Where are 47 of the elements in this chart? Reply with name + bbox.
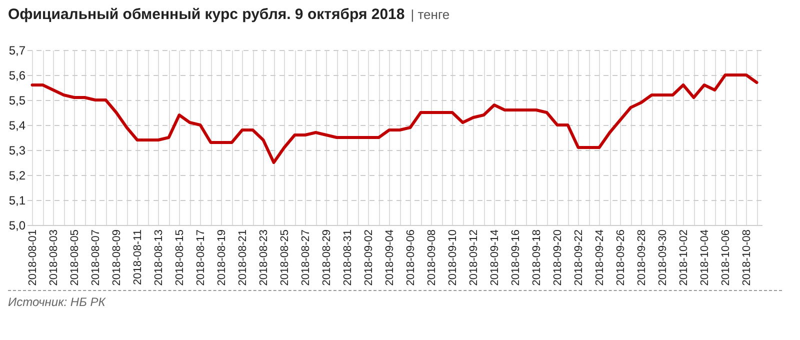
x-tick-label: 2018-09-08 [426,230,438,286]
line-series [30,74,758,164]
x-tick-label: 2018-09-04 [384,230,396,286]
x-tick-label: 2018-09-10 [446,230,459,286]
y-tick-label: 5,3 [8,144,26,158]
x-tick-label: 2018-09-06 [404,230,417,286]
x-tick-label: 2018-10-02 [678,230,690,286]
x-tick-label: 2018-08-15 [174,230,186,286]
x-tick-label: 2018-08-25 [278,230,291,286]
x-tick-label: 2018-08-01 [26,230,39,286]
x-tick-label: 2018-08-17 [194,230,207,286]
y-tick-label: 5,2 [8,168,26,182]
x-tick-label: 2018-08-05 [68,230,81,286]
y-tick-label: 5,4 [8,118,26,132]
y-tick-label: 5,5 [8,94,26,108]
x-tick-label: 2018-09-30 [656,230,669,286]
x-tick-label: 2018-09-14 [488,230,501,286]
x-tick-label: 2018-08-11 [132,230,144,285]
x-tick-label: 2018-08-07 [90,230,102,286]
chart-subtitle: | тенге [410,7,450,22]
x-tick-label: 2018-09-26 [614,230,627,286]
x-tick-label: 2018-08-21 [236,230,249,286]
x-tick-label: 2018-08-09 [110,230,123,286]
x-tick-label: 2018-09-16 [510,230,522,286]
x-tick-label: 2018-10-08 [740,230,753,286]
x-tick-label: 2018-09-24 [594,230,606,286]
y-tick-label: 5,1 [8,194,26,208]
x-tick-label: 2018-08-13 [152,230,165,286]
x-tick-label: 2018-08-23 [258,230,270,286]
x-tick-label: 2018-09-18 [530,230,543,286]
y-tick-label: 5,0 [8,218,26,232]
x-tick-label: 2018-08-03 [48,230,60,286]
x-tick-label: 2018-08-29 [320,230,333,286]
x-tick-label: 2018-09-22 [572,230,585,286]
x-tick-label: 2018-09-28 [636,230,648,286]
y-tick-label: 5,7 [8,44,26,58]
x-tick-label: 2018-08-19 [216,230,228,286]
text: Источник: НБ РК [8,290,782,309]
x-tick-label: 2018-09-02 [362,230,375,286]
x-tick-label: 2018-09-20 [552,230,564,286]
x-tick-label: 2018-10-06 [720,230,732,286]
x-tick-label: 2018-09-12 [468,230,480,286]
y-tick-label: 5,6 [8,68,26,82]
x-tick-label: 2018-08-27 [300,230,312,286]
x-tick-label: 2018-08-31 [342,230,354,286]
chart-title: Официальный обменный курс рубля. 9 октября 2018 [8,6,405,23]
x-tick-label: 2018-10-04 [698,230,711,286]
